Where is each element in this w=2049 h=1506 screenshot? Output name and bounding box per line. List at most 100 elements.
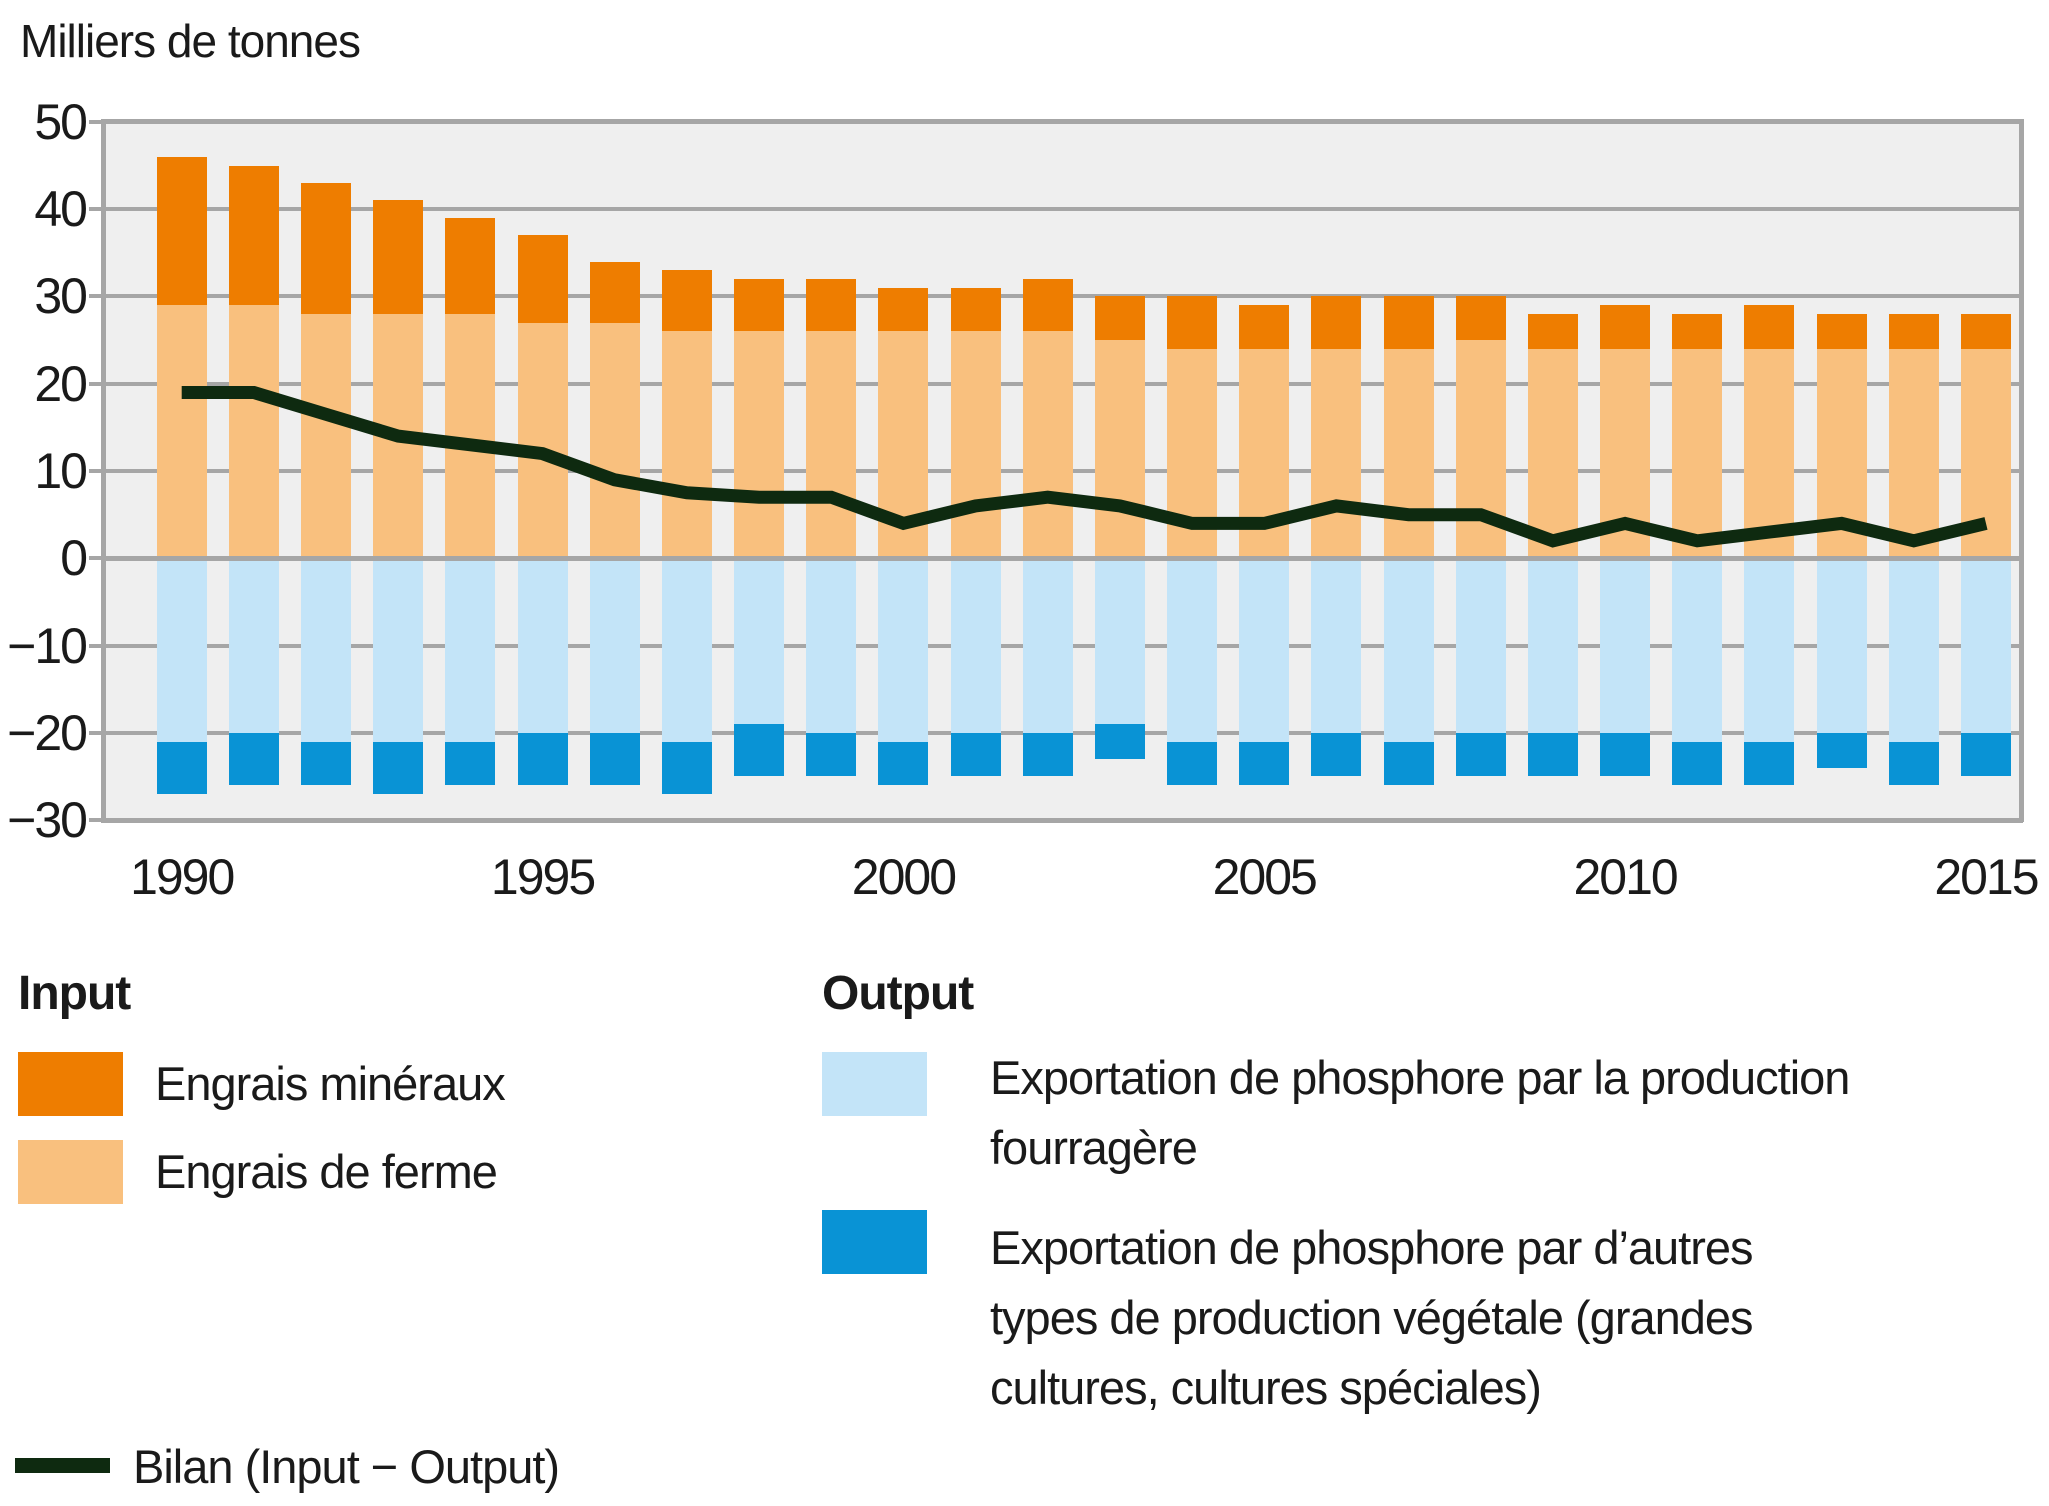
bar-segment-engrais-de-ferme: [661, 331, 712, 559]
bar-segment-fourragere: [1600, 558, 1651, 733]
bar-segment-engrais-mineraux: [1455, 296, 1506, 341]
bar-segment-autres: [661, 741, 712, 794]
legend-input-title: Input: [18, 967, 131, 1020]
bar-segment-engrais-de-ferme: [1167, 348, 1218, 559]
bar-segment-engrais-mineraux: [1816, 313, 1867, 349]
mineraux-label: Engrais minéraux: [155, 1057, 506, 1110]
bar-segment-fourragere: [589, 558, 640, 733]
bar-segment-fourragere: [517, 558, 568, 733]
bar-segment-fourragere: [1527, 558, 1578, 733]
bar-segment-engrais-de-ferme: [156, 305, 207, 559]
bar-segment-engrais-de-ferme: [1672, 348, 1723, 559]
bar-segment-fourragere: [878, 558, 929, 742]
bar-segment-engrais-mineraux: [878, 287, 929, 332]
bar-segment-engrais-de-ferme: [1888, 348, 1939, 559]
gridline: [103, 207, 2021, 212]
bar-segment-autres: [228, 732, 279, 786]
bar-segment-fourragere: [301, 558, 352, 742]
plot-border-bottom: [101, 817, 2023, 823]
bar-segment-fourragere: [1311, 558, 1362, 733]
bar-segment-engrais-de-ferme: [734, 331, 785, 559]
bar-segment-engrais-de-ferme: [1527, 348, 1578, 559]
y-tick: [89, 556, 103, 561]
bar-segment-fourragere: [661, 558, 712, 742]
bar-segment-engrais-mineraux: [1527, 313, 1578, 349]
bar-segment-fourragere: [1167, 558, 1218, 742]
bar-segment-engrais-mineraux: [1600, 305, 1651, 349]
chart-title: Milliers de tonnes: [20, 15, 361, 67]
mineraux-swatch: [18, 1052, 123, 1116]
bar-segment-fourragere: [806, 558, 857, 733]
bar-segment-autres: [445, 741, 496, 786]
bar-segment-engrais-mineraux: [517, 235, 568, 323]
y-tick: [89, 119, 103, 124]
bar-segment-autres: [1888, 741, 1939, 786]
y-axis-tick-label: 10: [34, 443, 88, 500]
x-axis-tick-label: 2005: [1212, 849, 1318, 905]
bar-segment-engrais-mineraux: [661, 270, 712, 332]
bar-segment-engrais-de-ferme: [878, 331, 929, 559]
bar-segment-engrais-mineraux: [1022, 279, 1073, 332]
bar-segment-fourragere: [1094, 558, 1145, 725]
ferme-label: Engrais de ferme: [155, 1145, 498, 1198]
y-axis-tick-label: −20: [7, 704, 88, 761]
bar-segment-engrais-de-ferme: [589, 322, 640, 559]
y-tick: [89, 730, 103, 735]
bar-segment-engrais-mineraux: [1888, 313, 1939, 349]
bar-segment-fourragere: [950, 558, 1001, 733]
bar-segment-engrais-de-ferme: [228, 305, 279, 559]
bar-segment-fourragere: [1960, 558, 2011, 733]
bar-segment-engrais-de-ferme: [373, 313, 424, 559]
bilan-line-swatch: [15, 1458, 110, 1473]
bar-segment-engrais-mineraux: [950, 287, 1001, 332]
bar-segment-autres: [156, 741, 207, 794]
bar-segment-autres: [1816, 732, 1867, 768]
plot-border-left: [100, 119, 106, 823]
bar-segment-engrais-de-ferme: [1094, 340, 1145, 559]
bar-segment-engrais-mineraux: [1094, 296, 1145, 341]
x-axis-tick-label: 1995: [490, 849, 596, 905]
bar-segment-autres: [1167, 741, 1218, 786]
bar-segment-autres: [1600, 732, 1651, 777]
bar-segment-autres: [1094, 724, 1145, 760]
y-axis-tick-label: 50: [34, 93, 88, 150]
bar-segment-engrais-mineraux: [373, 200, 424, 314]
y-tick: [89, 381, 103, 386]
y-axis-tick-label: −10: [7, 617, 88, 674]
y-tick: [89, 469, 103, 474]
bar-segment-engrais-mineraux: [1239, 305, 1290, 349]
bar-segment-fourragere: [156, 558, 207, 742]
bar-segment-autres: [1383, 741, 1434, 786]
bar-segment-autres: [1527, 732, 1578, 777]
x-axis-tick-label: 1990: [130, 849, 235, 905]
x-axis-tick-label: 2015: [1934, 849, 2039, 905]
bar-segment-engrais-mineraux: [806, 279, 857, 332]
bar-segment-engrais-mineraux: [1744, 305, 1795, 349]
bar-segment-engrais-de-ferme: [1022, 331, 1073, 559]
bar-segment-autres: [1744, 741, 1795, 786]
bar-segment-engrais-de-ferme: [301, 313, 352, 559]
bar-segment-engrais-de-ferme: [806, 331, 857, 559]
bar-segment-autres: [1455, 732, 1506, 777]
legend-output-title: Output: [822, 967, 974, 1020]
bar-segment-autres: [517, 732, 568, 786]
bar-segment-fourragere: [1239, 558, 1290, 742]
bar-segment-engrais-mineraux: [301, 183, 352, 314]
bar-segment-autres: [1239, 741, 1290, 786]
bar-segment-autres: [1022, 732, 1073, 777]
y-axis-tick-label: 30: [34, 268, 88, 325]
x-axis-tick-label: 2010: [1573, 849, 1678, 905]
bar-segment-engrais-mineraux: [734, 279, 785, 332]
bar-segment-fourragere: [228, 558, 279, 733]
bar-segment-fourragere: [1888, 558, 1939, 742]
bar-segment-engrais-de-ferme: [1311, 348, 1362, 559]
y-axis-tick-label: −30: [7, 792, 88, 849]
bar-segment-engrais-de-ferme: [1600, 348, 1651, 559]
bar-segment-engrais-mineraux: [589, 261, 640, 323]
bar-segment-fourragere: [1022, 558, 1073, 733]
bar-segment-engrais-de-ferme: [445, 313, 496, 559]
bar-segment-fourragere: [1455, 558, 1506, 733]
y-tick: [89, 294, 103, 299]
bar-segment-autres: [1960, 732, 2011, 777]
